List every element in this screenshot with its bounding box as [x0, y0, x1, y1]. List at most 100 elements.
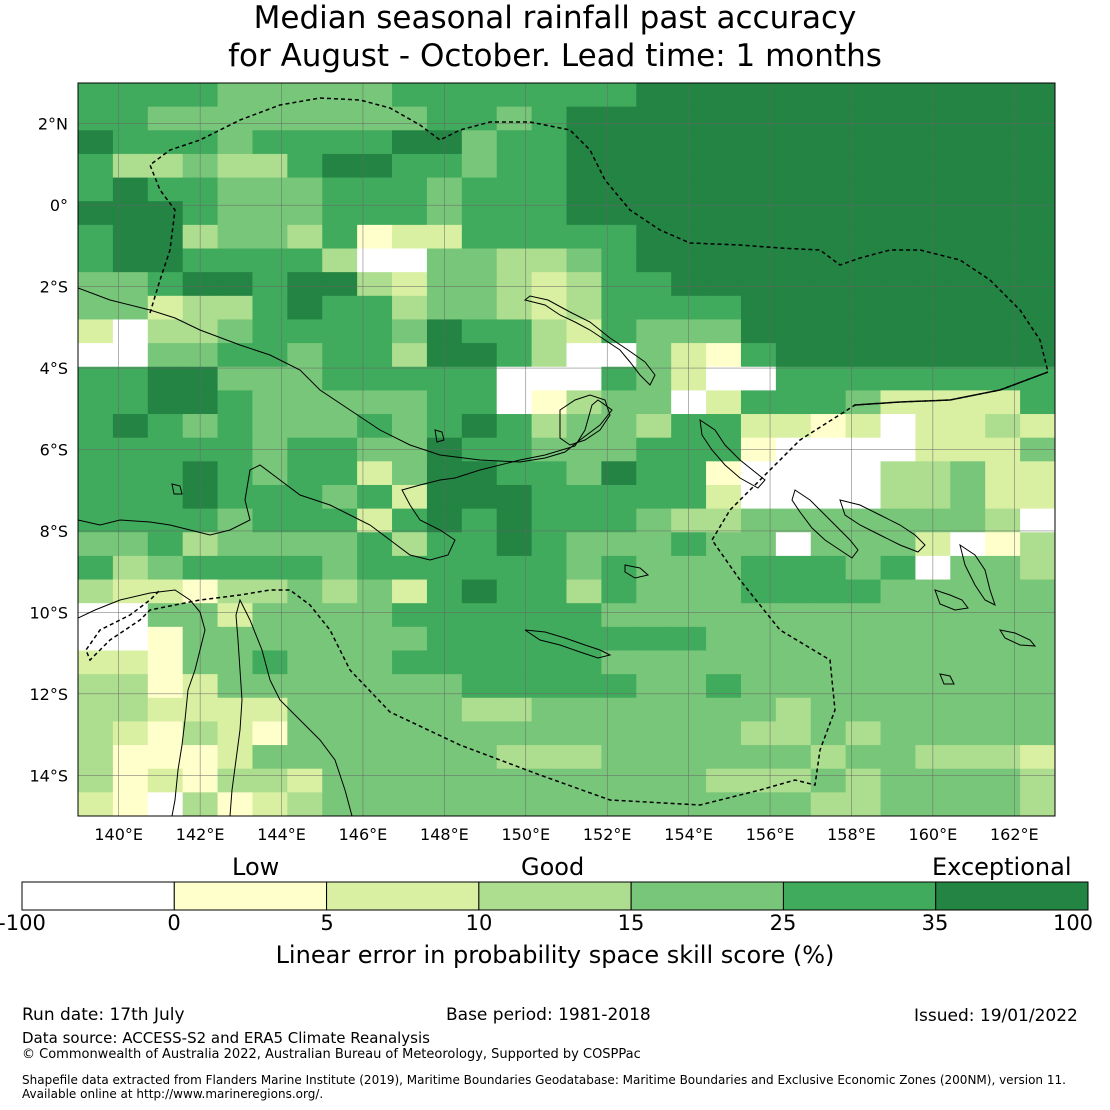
- map-title-line-1: Median seasonal rainfall past accuracy: [253, 0, 857, 36]
- colorbar-segment: [630, 881, 784, 911]
- grid-cell: [671, 390, 707, 415]
- grid-cell: [636, 177, 672, 202]
- grid-cell: [706, 555, 742, 581]
- grid-cell: [217, 366, 254, 391]
- grid-cell: [706, 295, 742, 321]
- grid-cell: [426, 437, 463, 462]
- grid-cell: [880, 366, 917, 391]
- grid-cell: [1020, 248, 1055, 273]
- grid-cell: [392, 248, 428, 273]
- grid-cell: [217, 343, 254, 368]
- grid-cell: [322, 390, 358, 415]
- grid-cell: [845, 177, 882, 202]
- grid-cell: [531, 768, 568, 793]
- colorbar-tick: -100: [0, 911, 46, 935]
- grid-cell: [392, 177, 428, 202]
- grid-cell: [531, 461, 568, 486]
- grid-cell: [217, 248, 254, 273]
- grid-cell: [985, 674, 1021, 699]
- grid-cell: [287, 768, 323, 793]
- grid-cell: [217, 579, 254, 604]
- colorbar-category-good: Good: [521, 853, 585, 881]
- grid-cell: [322, 745, 358, 770]
- grid-cell: [287, 343, 323, 368]
- latitude-label: 4°S: [40, 359, 68, 378]
- grid-cell: [985, 508, 1021, 533]
- grid-cell: [217, 484, 254, 510]
- grid-cell: [566, 555, 602, 581]
- grid-cell: [845, 721, 882, 746]
- grid-cell: [147, 484, 184, 510]
- grid-cell: [775, 224, 812, 250]
- grid-cell: [1020, 745, 1055, 770]
- colorbar-category-exceptional: Exceptional: [932, 853, 1072, 881]
- grid-cell: [217, 319, 254, 344]
- grid-cell: [566, 697, 602, 723]
- grid-cell: [601, 366, 637, 391]
- grid-cell: [636, 532, 672, 557]
- grid-cell: [217, 768, 254, 793]
- grid-cell: [426, 224, 463, 250]
- grid-cell: [601, 437, 637, 462]
- grid-cell: [706, 532, 742, 557]
- grid-cell: [392, 579, 428, 604]
- grid-cell: [985, 343, 1021, 368]
- new-britain-coastline: [523, 295, 656, 386]
- grid-cell: [950, 484, 986, 510]
- grid-cell: [182, 414, 219, 439]
- grid-cell: [252, 106, 288, 131]
- grid-cell: [985, 153, 1021, 179]
- grid-cell: [671, 674, 707, 699]
- grid-cell: [1020, 153, 1055, 179]
- grid-cell: [322, 201, 358, 226]
- grid-cell: [78, 697, 114, 723]
- grid-cell: [496, 295, 533, 321]
- grid-cell: [915, 603, 951, 628]
- grid-cell: [531, 414, 568, 439]
- grid-cell: [601, 414, 637, 439]
- grid-cell: [78, 130, 114, 155]
- grid-cell: [357, 768, 393, 793]
- grid-cell: [915, 626, 951, 652]
- grid-cell: [810, 603, 847, 628]
- grid-cell: [566, 106, 602, 131]
- grid-cell: [915, 106, 951, 131]
- grid-cell: [392, 745, 428, 770]
- run-date: Run date: 17th July: [22, 1005, 185, 1025]
- grid-cell: [531, 579, 568, 604]
- grid-cell: [810, 745, 847, 770]
- coastlines: [78, 287, 1037, 816]
- grid-cell: [950, 201, 986, 226]
- grid-cell: [147, 414, 184, 439]
- grid-cell: [252, 792, 288, 816]
- grid-cell: [496, 484, 533, 510]
- grid-cell: [147, 697, 184, 723]
- grid-cell: [357, 650, 393, 675]
- grid-cell: [671, 366, 707, 391]
- grid-cell: [112, 177, 149, 202]
- grid-cell: [636, 626, 672, 652]
- grid-cell: [496, 272, 533, 297]
- grid-cell: [740, 414, 777, 439]
- grid-cell: [706, 248, 742, 273]
- grid-cell: [566, 626, 602, 652]
- grid-cell: [217, 130, 254, 155]
- grid-cell: [112, 674, 149, 699]
- grid-cell: [566, 745, 602, 770]
- png-eez-boundary: [85, 97, 1049, 806]
- louisiade-coastline: [524, 629, 612, 659]
- grid-cell: [985, 130, 1021, 155]
- longitude-label: 148°E: [420, 825, 469, 844]
- grid-cell: [880, 177, 917, 202]
- colorbar-tick: 5: [320, 911, 334, 935]
- grid-cell: [985, 248, 1021, 273]
- grid-cell: [217, 532, 254, 557]
- grid-cell: [322, 437, 358, 462]
- latitude-label: 2°S: [40, 278, 68, 297]
- grid-cell: [531, 508, 568, 533]
- grid-cell: [740, 83, 777, 108]
- grid-cell: [78, 248, 114, 273]
- grid-cell: [217, 555, 254, 581]
- grid-cell: [496, 768, 533, 793]
- grid-cell: [706, 153, 742, 179]
